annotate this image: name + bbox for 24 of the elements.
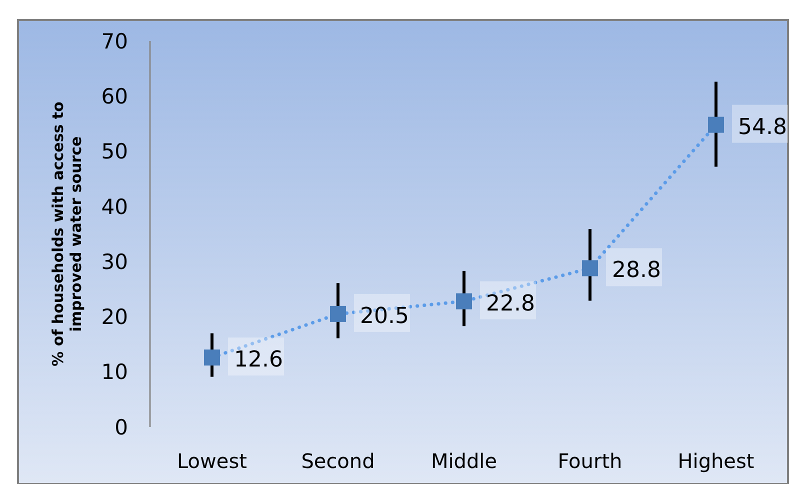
x-tick-label: Fourth <box>558 449 622 473</box>
point <box>204 350 220 366</box>
data-label: 22.8 <box>486 291 535 316</box>
x-tick-label: Highest <box>678 449 754 473</box>
y-tick-label: 10 <box>101 360 128 384</box>
point <box>456 293 472 310</box>
data-label: 54.8 <box>738 114 787 140</box>
x-tick-label: Lowest <box>177 449 248 473</box>
y-tick-label: 30 <box>101 250 128 274</box>
y-tick-label: 0 <box>114 415 128 440</box>
y-tick-label: 50 <box>101 140 128 164</box>
x-tick-label: Middle <box>430 449 498 473</box>
x-tick-label: Second <box>301 449 375 473</box>
data-label: 12.6 <box>234 348 283 373</box>
point <box>708 116 724 133</box>
data-label: 20.5 <box>360 304 409 329</box>
y-tick-label: 40 <box>101 194 128 219</box>
y-tick-label: 70 <box>101 29 128 54</box>
y-tick-label: 20 <box>101 305 128 330</box>
y-axis-title: % of households with access to improved water source <box>49 102 85 366</box>
y-tick-label: 60 <box>101 84 128 108</box>
point <box>582 260 598 276</box>
data-label: 28.8 <box>612 258 661 284</box>
point <box>330 306 346 322</box>
